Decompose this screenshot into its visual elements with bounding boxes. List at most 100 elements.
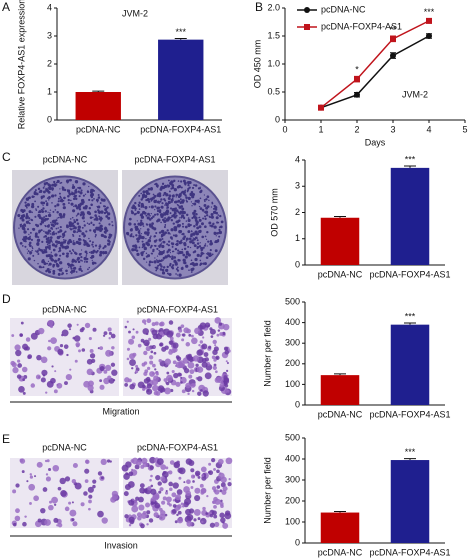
colony (199, 207, 203, 210)
cell (146, 389, 150, 393)
colony (143, 250, 145, 253)
colony (40, 208, 43, 211)
colony (56, 217, 58, 219)
colony (159, 268, 163, 271)
colony (69, 240, 73, 244)
colony (184, 194, 187, 197)
colony (175, 196, 177, 198)
colony (172, 234, 175, 237)
colony (156, 219, 159, 223)
colony (28, 196, 31, 200)
colony (62, 206, 66, 210)
colony (23, 237, 27, 241)
colony (174, 243, 177, 246)
cell (178, 476, 182, 480)
colony (65, 224, 69, 227)
cell (180, 502, 184, 506)
cell (135, 330, 139, 334)
cell (158, 490, 162, 494)
colony (165, 202, 168, 205)
cell (21, 366, 28, 373)
image-caption: Invasion (104, 540, 138, 550)
colony (191, 205, 193, 207)
y-tick-label: 0 (295, 399, 300, 409)
colony (90, 251, 94, 254)
cell (164, 387, 172, 395)
cell (52, 464, 60, 472)
colony (185, 196, 188, 199)
colony (17, 213, 21, 218)
colony (55, 219, 58, 222)
colony (194, 257, 198, 262)
colony (20, 223, 23, 225)
colony (94, 210, 97, 214)
colony (215, 211, 218, 215)
colony (202, 262, 205, 265)
colony (78, 186, 82, 190)
image-label: pcDNA-NC (43, 154, 88, 164)
cell (216, 376, 224, 384)
colony (83, 240, 87, 244)
colony (185, 237, 189, 241)
cell (47, 346, 52, 351)
colony (164, 217, 166, 219)
cell (185, 508, 192, 516)
cell (45, 476, 51, 482)
cell (19, 458, 24, 463)
colony (99, 244, 101, 246)
colony (170, 228, 174, 232)
cell (220, 517, 226, 523)
colony (70, 228, 73, 231)
cell (168, 340, 174, 345)
colony (203, 204, 207, 207)
colony (215, 235, 217, 237)
cell (88, 494, 93, 499)
colony (186, 213, 189, 217)
colony (176, 266, 179, 269)
bar (158, 39, 204, 120)
cell (165, 489, 168, 493)
colony (60, 181, 63, 184)
colony (211, 253, 214, 256)
colony (58, 249, 62, 252)
colony (71, 193, 74, 195)
cell (184, 498, 192, 506)
cell (223, 375, 228, 380)
cell (71, 501, 74, 504)
cell (81, 326, 85, 331)
colony (47, 217, 50, 220)
colony (44, 234, 48, 238)
colony (157, 193, 159, 195)
colony (173, 179, 176, 183)
colony (21, 218, 25, 222)
colony (67, 263, 71, 267)
marker (354, 76, 360, 83)
cell (21, 470, 25, 474)
colony (210, 254, 213, 257)
colony (63, 196, 66, 200)
colony (96, 205, 98, 208)
cell (149, 465, 154, 470)
colony (187, 218, 191, 223)
colony (79, 230, 82, 233)
cell (74, 359, 78, 363)
cell (199, 389, 203, 392)
colony (74, 179, 79, 184)
colony (211, 202, 214, 205)
colony (42, 260, 46, 264)
colony (20, 214, 23, 217)
colony (53, 259, 58, 263)
cell (162, 496, 167, 501)
colony (78, 267, 82, 271)
cell (176, 356, 182, 362)
cell (215, 356, 219, 360)
colony (48, 247, 51, 250)
colony (49, 233, 52, 235)
cell (57, 348, 64, 355)
colony (213, 231, 217, 236)
colony (35, 208, 37, 210)
colony (190, 259, 193, 262)
colony (78, 235, 81, 237)
colony (34, 189, 37, 192)
cell (173, 461, 181, 469)
